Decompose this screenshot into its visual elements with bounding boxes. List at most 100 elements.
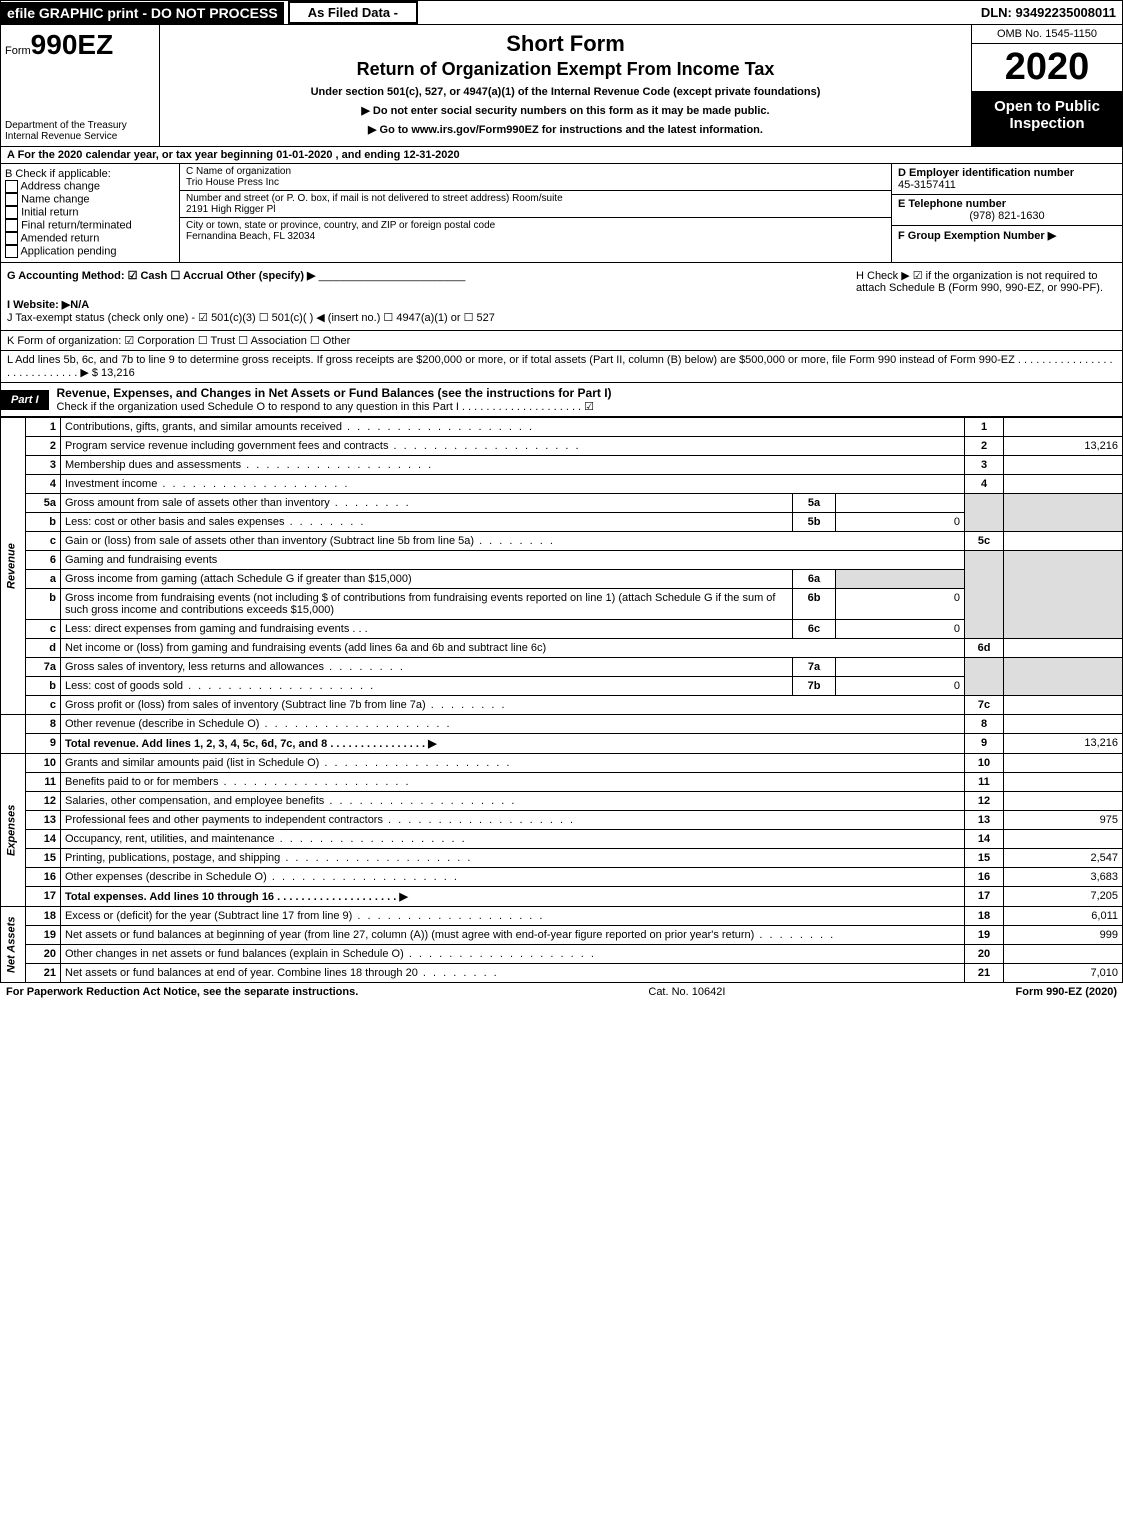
- line-desc: Investment income: [61, 475, 965, 494]
- line-desc: Gross income from gaming (attach Schedul…: [61, 570, 793, 589]
- subtitle-irs-link[interactable]: ▶ Go to www.irs.gov/Form990EZ for instru…: [168, 123, 963, 136]
- footer-left: For Paperwork Reduction Act Notice, see …: [6, 986, 358, 998]
- line-desc: Less: cost or other basis and sales expe…: [61, 513, 793, 532]
- line-num: 12: [26, 792, 61, 811]
- dept-line2: Internal Revenue Service: [5, 131, 155, 142]
- line-desc-text: Net assets or fund balances at end of ye…: [65, 967, 499, 979]
- line-amount: [1004, 639, 1123, 658]
- inner-box: 6a: [793, 570, 836, 589]
- line-box: 16: [965, 868, 1004, 887]
- form-prefix: Form: [5, 45, 31, 57]
- line-desc: Less: cost of goods sold: [61, 677, 793, 696]
- line-desc: Salaries, other compensation, and employ…: [61, 792, 965, 811]
- section-bcdef: B Check if applicable: Address change Na…: [0, 164, 1123, 263]
- line-5c: c Gain or (loss) from sale of assets oth…: [1, 532, 1123, 551]
- line-4: 4 Investment income 4: [1, 475, 1123, 494]
- block-ghij: G Accounting Method: ☑ Cash ☐ Accrual Ot…: [0, 263, 1123, 331]
- line-a-tax-year: A For the 2020 calendar year, or tax yea…: [0, 147, 1123, 164]
- line-num: 2: [26, 437, 61, 456]
- line-desc-text: Professional fees and other payments to …: [65, 814, 575, 826]
- line-desc: Total expenses. Add lines 10 through 16 …: [61, 887, 965, 907]
- line-box: 18: [965, 907, 1004, 926]
- check-application-pending[interactable]: Application pending: [5, 245, 175, 258]
- line-7a: 7a Gross sales of inventory, less return…: [1, 658, 1123, 677]
- ein-value: 45-3157411: [898, 179, 956, 191]
- part1-title-text: Revenue, Expenses, and Changes in Net As…: [57, 386, 612, 400]
- line-num: c: [26, 620, 61, 639]
- check-address-change[interactable]: Address change: [5, 180, 175, 193]
- line-6c: c Less: direct expenses from gaming and …: [1, 620, 1123, 639]
- section-c-org-info: C Name of organization Trio House Press …: [180, 164, 891, 262]
- check-initial-return[interactable]: Initial return: [5, 206, 175, 219]
- netassets-side-label: Net Assets: [1, 907, 26, 983]
- line-3: 3 Membership dues and assessments 3: [1, 456, 1123, 475]
- line-num: 3: [26, 456, 61, 475]
- line-desc: Occupancy, rent, utilities, and maintena…: [61, 830, 965, 849]
- line-11: 11 Benefits paid to or for members 11: [1, 773, 1123, 792]
- line-desc: Professional fees and other payments to …: [61, 811, 965, 830]
- dln-label: DLN: 93492235008011: [981, 5, 1122, 20]
- subtitle-ssn: ▶ Do not enter social security numbers o…: [168, 104, 963, 117]
- line-desc-text: Grants and similar amounts paid (list in…: [65, 757, 511, 769]
- line-num: b: [26, 589, 61, 620]
- part1-label: Part I: [1, 390, 49, 410]
- check-final-return[interactable]: Final return/terminated: [5, 219, 175, 232]
- org-city-value: Fernandina Beach, FL 32034: [186, 231, 885, 242]
- section-e-phone: E Telephone number (978) 821-1630: [892, 195, 1122, 226]
- inner-amount: [836, 494, 965, 513]
- line-desc: Grants and similar amounts paid (list in…: [61, 754, 965, 773]
- phone-value: (978) 821-1630: [898, 210, 1116, 222]
- line-box: 15: [965, 849, 1004, 868]
- shaded-cell: [965, 551, 1004, 639]
- line-box: 19: [965, 926, 1004, 945]
- line-desc: Gross amount from sale of assets other t…: [61, 494, 793, 513]
- inner-box: 5b: [793, 513, 836, 532]
- line-2: 2 Program service revenue including gove…: [1, 437, 1123, 456]
- line-num: 8: [26, 715, 61, 734]
- line-desc: Gross profit or (loss) from sales of inv…: [61, 696, 965, 715]
- title-return: Return of Organization Exempt From Incom…: [168, 59, 963, 80]
- line-amount: 7,205: [1004, 887, 1123, 907]
- org-addr-label: Number and street (or P. O. box, if mail…: [186, 193, 885, 204]
- line-desc: Program service revenue including govern…: [61, 437, 965, 456]
- line-box: 3: [965, 456, 1004, 475]
- line-6: 6 Gaming and fundraising events: [1, 551, 1123, 570]
- line-num: c: [26, 696, 61, 715]
- shaded-cell: [1004, 551, 1123, 639]
- line-desc: Total revenue. Add lines 1, 2, 3, 4, 5c,…: [61, 734, 965, 754]
- line-num: 10: [26, 754, 61, 773]
- line-k-form-org: K Form of organization: ☑ Corporation ☐ …: [0, 331, 1123, 351]
- line-desc-text: Less: cost or other basis and sales expe…: [65, 516, 365, 528]
- check-name-change[interactable]: Name change: [5, 193, 175, 206]
- line-17: 17 Total expenses. Add lines 10 through …: [1, 887, 1123, 907]
- line-box: 17: [965, 887, 1004, 907]
- line-amount: 999: [1004, 926, 1123, 945]
- subtitle-section: Under section 501(c), 527, or 4947(a)(1)…: [168, 86, 963, 98]
- line-box: 5c: [965, 532, 1004, 551]
- inner-box: 7a: [793, 658, 836, 677]
- efile-label: efile GRAPHIC print - DO NOT PROCESS: [1, 2, 284, 24]
- line-6b: b Gross income from fundraising events (…: [1, 589, 1123, 620]
- org-name-row: C Name of organization Trio House Press …: [180, 164, 891, 191]
- check-amended-return[interactable]: Amended return: [5, 232, 175, 245]
- line-box: 11: [965, 773, 1004, 792]
- line-num: b: [26, 677, 61, 696]
- line-7b: b Less: cost of goods sold 7b 0: [1, 677, 1123, 696]
- line-desc: Printing, publications, postage, and shi…: [61, 849, 965, 868]
- line-desc-text: Gain or (loss) from sale of assets other…: [65, 535, 555, 547]
- inner-amount: [836, 658, 965, 677]
- as-filed-label: As Filed Data -: [288, 1, 418, 24]
- form-number: Form990EZ: [5, 29, 155, 61]
- line-num: 14: [26, 830, 61, 849]
- line-desc-text: Total expenses. Add lines 10 through 16 …: [65, 891, 408, 903]
- line-desc: Other revenue (describe in Schedule O): [61, 715, 965, 734]
- line-desc: Net assets or fund balances at beginning…: [61, 926, 965, 945]
- inner-amount: 0: [836, 589, 965, 620]
- line-desc-text: Excess or (deficit) for the year (Subtra…: [65, 910, 544, 922]
- check-label: Amended return: [20, 232, 99, 244]
- line-desc-text: Investment income: [65, 478, 349, 490]
- page-footer: For Paperwork Reduction Act Notice, see …: [0, 983, 1123, 1001]
- line-desc-text: Other changes in net assets or fund bala…: [65, 948, 596, 960]
- line-num: 16: [26, 868, 61, 887]
- line-desc-text: Salaries, other compensation, and employ…: [65, 795, 516, 807]
